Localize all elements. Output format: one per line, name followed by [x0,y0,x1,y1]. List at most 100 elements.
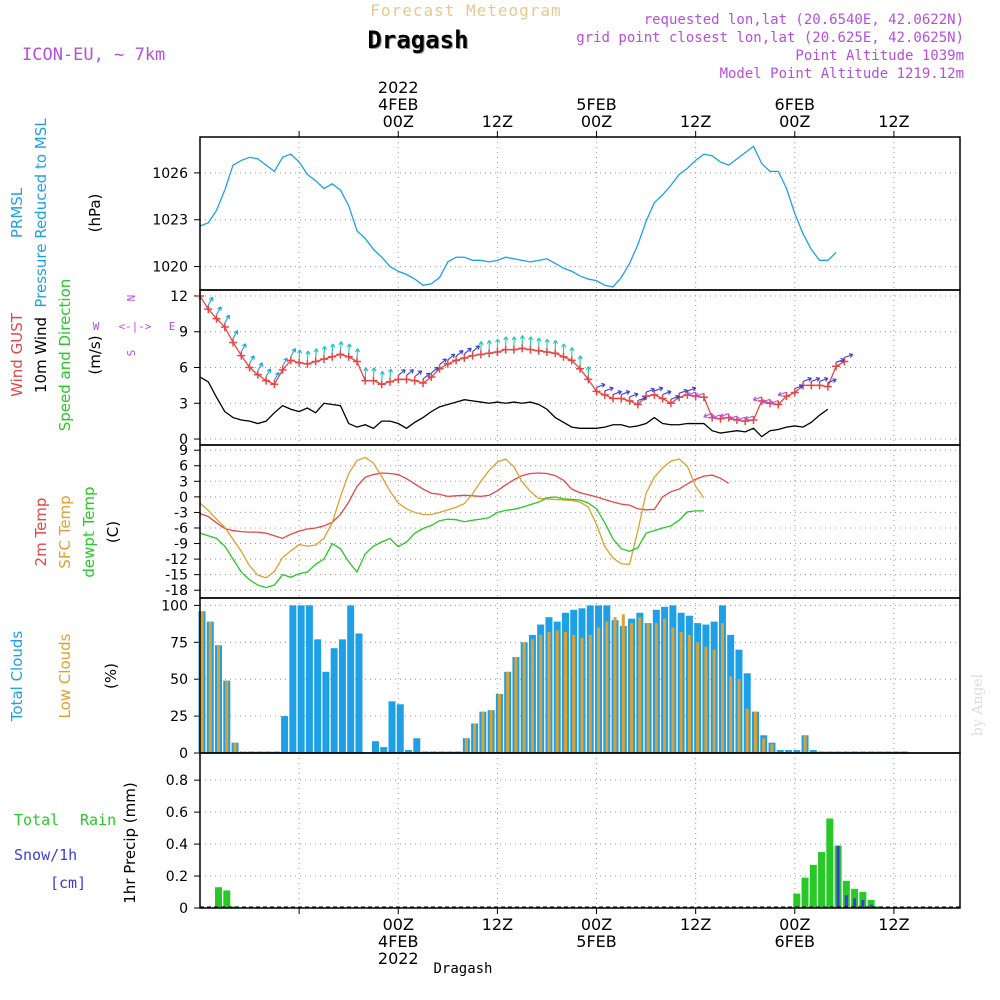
wind-arrow [604,386,614,392]
ytick-label: 1026 [152,166,188,182]
wind-arrow [290,348,296,357]
wind-arrow [387,368,394,378]
gust-marker [518,344,527,353]
ytick-label: -9 [174,537,188,553]
wind-arrow [654,386,664,392]
rain-bar [867,900,875,908]
gust-marker [600,390,609,399]
rain-bar [223,890,231,908]
total-cloud-bar [405,750,413,753]
total-cloud-bar [785,750,793,753]
gust-marker [295,358,304,367]
series-line [199,295,845,422]
low-cloud-bar [572,634,576,753]
low-cloud-bar [497,693,501,753]
gust-marker [567,356,576,365]
ytick-label: -18 [165,583,188,599]
wind-arrow [338,341,344,351]
panels: 1020102310260369129630-3-6-9-12-15-18025… [152,136,961,917]
ytick-label: 3 [179,396,188,412]
wind-arrow [273,371,280,381]
bottom-time-label: 00Z [383,915,414,934]
wind-arrow [819,377,829,382]
wind-arrow [495,338,501,349]
bottom-time-label: 12Z [482,915,513,934]
panel-label: (m/s) [86,335,104,374]
panel-label: (C) [104,521,122,543]
gust-marker [526,345,535,354]
gust-marker [815,381,824,390]
wind-arrow [536,337,542,347]
wind-arrow [305,350,311,360]
wind-arrow [703,413,713,418]
low-cloud-bar [481,711,485,753]
precip-cm-label: [cm] [50,874,86,892]
ytick-label: 0.4 [166,837,188,853]
panel-4: 0 25 50 75 100 [161,597,961,762]
low-cloud-bar [233,742,237,753]
panel-2: 0 3 6 9 12 [170,289,961,448]
gust-marker [328,352,337,361]
total-cloud-bar [305,605,313,753]
gust-marker [386,377,394,386]
panel-label: PRMSL [8,187,26,238]
low-cloud-bar [720,623,724,753]
wind-arrow [414,370,423,378]
rain-bar [809,864,817,908]
gust-marker [204,305,213,314]
wind-arrow [827,378,837,384]
low-cloud-bar [514,657,518,753]
wind-arrow [544,338,550,349]
total-cloud-bar [355,633,363,753]
bottom-time-label: 4FEB [378,932,418,951]
bottom-time-label: 00Z [779,915,810,934]
wind-arrow [463,347,472,355]
footer-station: Dragash [433,961,492,977]
gust-marker [212,314,221,323]
wind-arrow [561,343,567,353]
compass-rose: N S W E <-|-> [93,295,176,357]
gust-marker [452,356,461,365]
low-cloud-bar [473,723,477,753]
low-cloud-bar [217,645,221,753]
wind-arrow [371,367,377,377]
bottom-time-label: 12Z [680,915,711,934]
low-cloud-bar [621,614,625,753]
gust-marker [650,390,659,399]
wind-arrow [678,388,689,394]
gust-marker [633,400,642,409]
wind-arrow [687,386,697,392]
wind-arrow [354,348,360,358]
wind-arrow [761,398,771,404]
wind-arrow [422,372,431,380]
gust-marker [592,387,601,396]
gust-marker [278,365,287,374]
gust-marker [807,381,816,390]
wind-arrow [744,415,754,421]
low-cloud-bar [737,679,741,753]
gust-marker [493,348,502,356]
total-cloud-bar [322,671,330,753]
compass-arrows: <-|-> [118,320,151,333]
ytick-label: 0.6 [166,805,188,821]
gust-marker [369,376,378,385]
gust-marker [394,375,403,384]
low-cloud-bar [605,621,609,753]
ytick-label: 0.2 [166,869,188,885]
ytick-label: 100 [161,598,188,614]
precip-rain-label: Rain [80,811,116,829]
wind-arrow [503,336,509,346]
low-cloud-bar [671,627,675,753]
panel-label: Pressure Reduced to MSL [32,118,50,308]
gust-marker [270,380,279,389]
series-line [199,496,704,589]
panel-label: Speed and Direction [56,279,74,432]
wind-arrow [330,343,336,353]
wind-arrow [670,394,680,400]
total-cloud-bar [347,605,355,753]
gust-marker [229,338,238,347]
wind-arrow [313,348,319,358]
panel-1: 1020 1023 1026 [152,136,961,291]
wind-arrow [249,355,255,364]
gust-marker [699,393,708,402]
